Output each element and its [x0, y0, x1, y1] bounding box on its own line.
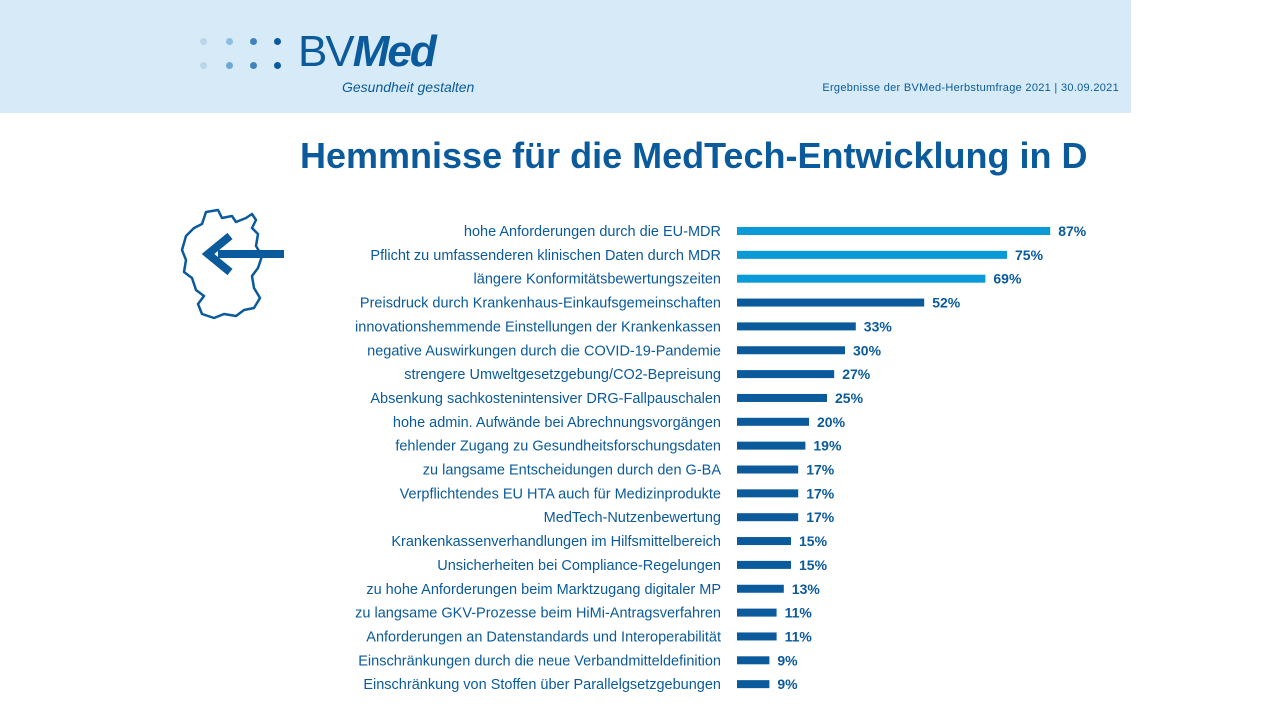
- germany-map-arrow-icon: [180, 208, 284, 320]
- category-label: Absenkung sachkostenintensiver DRG-Fallp…: [370, 391, 721, 407]
- category-label: hohe admin. Aufwände bei Abrechnungsvorg…: [393, 415, 721, 431]
- bar-value-label: 33%: [864, 318, 893, 334]
- bar: [737, 250, 1007, 259]
- bar: [737, 298, 925, 307]
- logo-text-light: BV: [298, 27, 355, 76]
- bar-value-label: 69%: [993, 271, 1022, 287]
- chart-title: Hemmnisse für die MedTech-Entwicklung in…: [300, 135, 1088, 176]
- category-label: längere Konformitätsbewertungszeiten: [474, 272, 721, 288]
- category-label: MedTech-Nutzenbewertung: [544, 510, 721, 526]
- survey-note: Ergebnisse der BVMed-Herbstumfrage 2021 …: [822, 82, 1119, 94]
- bar-value-label: 13%: [792, 581, 821, 597]
- category-label: zu langsame GKV-Prozesse beim HiMi-Antra…: [355, 606, 721, 622]
- category-label: zu hohe Anforderungen beim Marktzugang d…: [366, 582, 721, 598]
- bar: [737, 584, 784, 593]
- category-label: Unsicherheiten bei Compliance-Regelungen: [437, 558, 721, 574]
- bar-value-label: 11%: [785, 605, 813, 621]
- bar-value-label: 30%: [853, 342, 882, 358]
- bar-value-label: 9%: [777, 652, 798, 668]
- bar: [737, 417, 809, 426]
- bar-value-label: 11%: [785, 628, 813, 644]
- bar-value-label: 17%: [806, 485, 835, 501]
- bar: [737, 227, 1051, 235]
- category-label: negative Auswirkungen durch die COVID-19…: [367, 343, 721, 359]
- category-label: hohe Anforderungen durch die EU-MDR: [464, 224, 721, 240]
- bar-value-label: 17%: [806, 462, 835, 478]
- category-label: Einschränkungen durch die neue Verbandmi…: [358, 653, 721, 669]
- bar-value-label: 9%: [777, 676, 798, 692]
- bar: [737, 370, 835, 379]
- bar: [737, 441, 806, 450]
- brand-logo[interactable]: BVMed: [298, 27, 437, 76]
- bar-value-label: 15%: [799, 533, 828, 549]
- bar: [737, 322, 856, 331]
- bar-value-label: 17%: [806, 509, 835, 525]
- category-label: zu langsame Entscheidungen durch den G-B…: [423, 463, 722, 479]
- bar-value-label: 27%: [842, 366, 871, 382]
- bar-value-label: 20%: [817, 414, 846, 430]
- category-label: Pflicht zu umfassenderen klinischen Date…: [370, 248, 721, 264]
- header-banner: BVMed Gesundheit gestalten Ergebnisse de…: [0, 0, 1131, 113]
- bar-value-label: 19%: [813, 438, 842, 454]
- bar-value-label: 87%: [1058, 223, 1087, 239]
- logo-text-bold: Med: [352, 27, 437, 76]
- bar-value-label: 75%: [1015, 247, 1044, 263]
- logo-tagline: Gesundheit gestalten: [342, 79, 475, 95]
- bar: [737, 560, 791, 569]
- bar-value-label: 52%: [932, 295, 961, 311]
- category-label: Preisdruck durch Krankenhaus-Einkaufsgem…: [360, 296, 721, 312]
- bar: [737, 608, 777, 617]
- bar: [737, 489, 799, 498]
- category-label: strengere Umweltgesetzgebung/CO2-Bepreis…: [404, 367, 721, 383]
- category-label: Krankenkassenverhandlungen im Hilfsmitte…: [391, 534, 721, 550]
- category-label: Verpflichtendes EU HTA auch für Medizinp…: [400, 486, 721, 502]
- bar: [737, 274, 986, 283]
- bar: [737, 680, 770, 689]
- bar: [737, 656, 770, 665]
- bar-value-label: 15%: [799, 557, 828, 573]
- bar: [737, 465, 799, 474]
- bar: [737, 537, 791, 546]
- category-label: innovationshemmende Einstellungen der Kr…: [355, 319, 721, 335]
- bar: [737, 393, 827, 402]
- category-label: fehlender Zugang zu Gesundheitsforschung…: [395, 439, 721, 455]
- bar-value-label: 25%: [835, 390, 864, 406]
- bar: [737, 513, 799, 522]
- bar: [737, 346, 845, 355]
- category-label: Anforderungen an Datenstandards und Inte…: [366, 629, 721, 645]
- bar: [737, 632, 777, 641]
- category-label: Einschränkung von Stoffen über Parallelg…: [363, 677, 721, 693]
